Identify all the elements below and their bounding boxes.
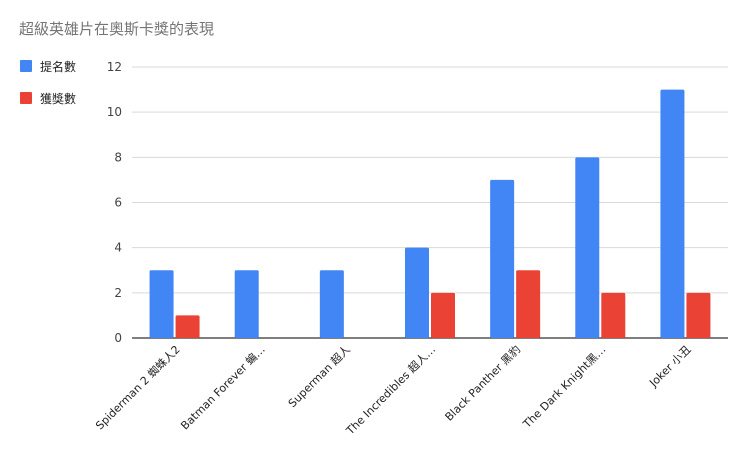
y-tick-label: 4 xyxy=(114,241,122,255)
x-category-label: Black Panther 黑豹 xyxy=(443,343,524,424)
x-category-label: Batman Forever 蝙… xyxy=(178,342,268,432)
legend-swatch-wins xyxy=(20,92,32,104)
bar-wins xyxy=(601,292,626,338)
y-tick-label: 0 xyxy=(114,331,122,345)
x-category-label: The Dark Knight黑… xyxy=(520,343,608,431)
bar-wins xyxy=(175,315,200,338)
bar-nominations xyxy=(575,157,600,338)
y-tick-label: 10 xyxy=(107,105,122,119)
bar-wins xyxy=(686,292,711,338)
y-tick-label: 2 xyxy=(114,286,122,300)
legend-swatch-nominations xyxy=(20,60,32,72)
legend-item-wins: 獲獎數 xyxy=(20,90,76,106)
chart-title: 超級英雄片在奧斯卡獎的表現 xyxy=(19,20,215,38)
bar-nominations xyxy=(405,247,429,338)
y-tick-label: 12 xyxy=(107,60,122,74)
legend: 提名數 獲獎數 xyxy=(20,58,76,122)
bar-nominations xyxy=(149,270,174,338)
legend-label-wins: 獲獎數 xyxy=(40,91,77,106)
x-category-label: The Incredibles 超人… xyxy=(342,342,438,438)
x-category-label: Joker 小丑 xyxy=(646,343,693,390)
bar-wins xyxy=(431,292,455,338)
bar-nominations xyxy=(660,89,685,338)
legend-item-nominations: 提名數 xyxy=(20,58,76,74)
bar-nominations xyxy=(319,270,344,338)
bar-wins xyxy=(516,270,541,338)
x-category-label: Superman 超人 xyxy=(285,342,353,410)
y-tick-label: 6 xyxy=(114,196,122,210)
x-category-label: Spiderman 2 蜘蛛人2 xyxy=(93,342,183,432)
bar-nominations xyxy=(490,179,515,338)
y-tick-label: 8 xyxy=(114,150,122,164)
bar-nominations xyxy=(234,270,259,338)
legend-label-nominations: 提名數 xyxy=(40,59,77,74)
